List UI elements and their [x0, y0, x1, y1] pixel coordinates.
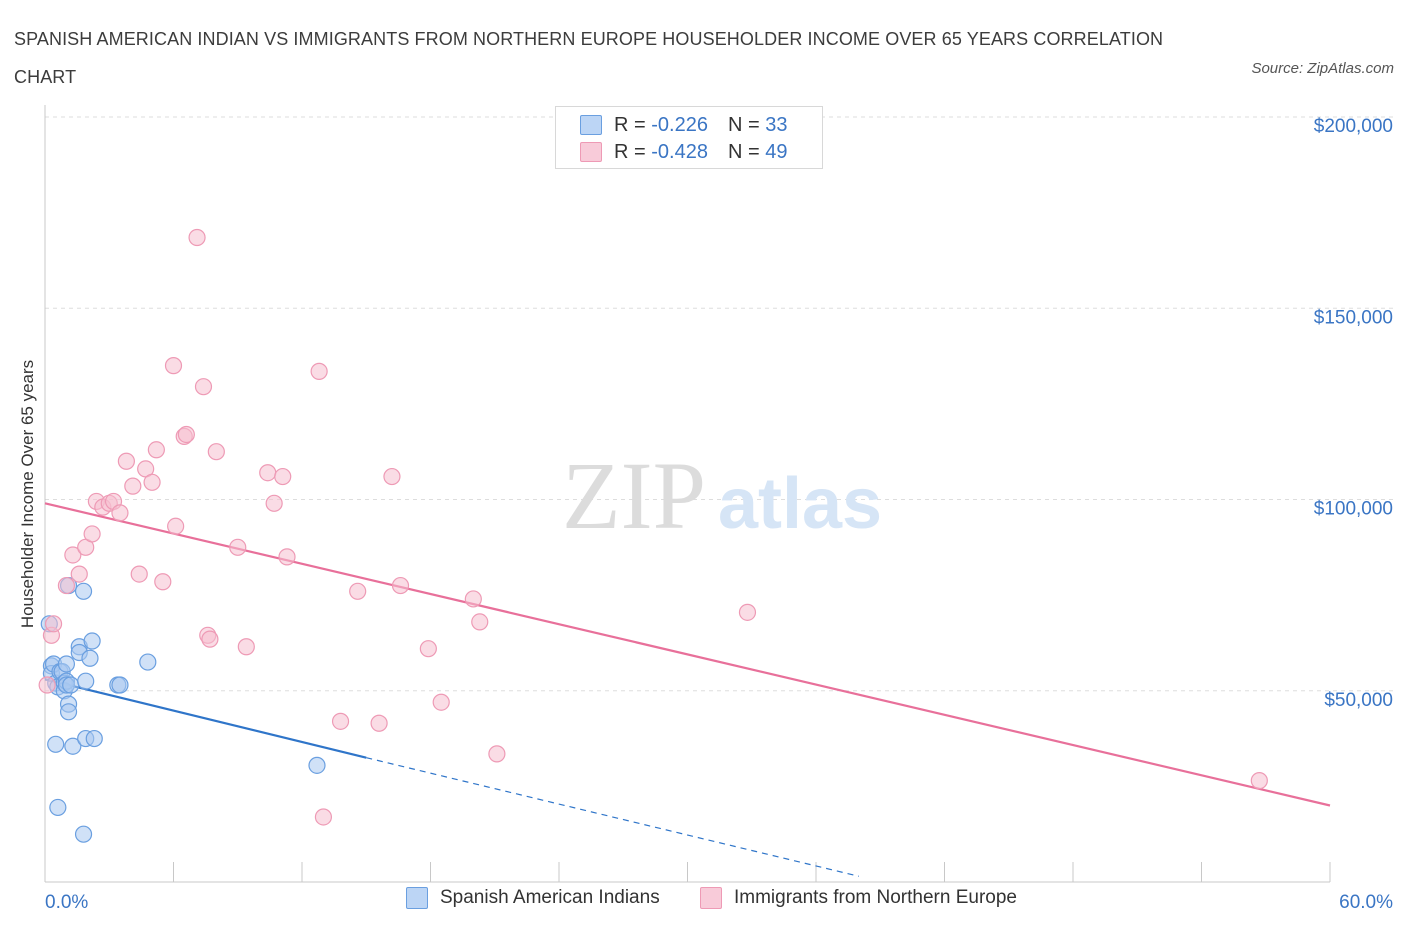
series-legend: Spanish American Indians Immigrants from…: [0, 887, 1406, 917]
stats-row-spanish-american-indians: R = -0.226 N = 33: [580, 113, 787, 137]
blue-data-point: [111, 676, 129, 694]
pink-data-point: [111, 504, 129, 522]
legend-label: Spanish American Indians: [440, 887, 660, 908]
scatter-points: [38, 228, 1268, 843]
stats-row-immigrants-northern-europe: R = -0.428 N = 49: [580, 140, 787, 164]
pink-data-point: [194, 378, 213, 396]
blue-data-point: [74, 825, 93, 843]
pink-data-point: [124, 477, 142, 495]
blue-data-point: [64, 737, 82, 755]
pink-data-point: [70, 565, 88, 583]
pink-data-point: [117, 452, 135, 470]
pink-data-point: [201, 630, 219, 648]
pink-data-point: [188, 228, 206, 247]
pink-data-point: [259, 464, 277, 482]
pink-data-point: [130, 565, 148, 583]
y-axis-title: Householder Income Over 65 years: [18, 359, 37, 629]
pink-data-point: [237, 638, 255, 656]
chart-title: SPANISH AMERICAN INDIAN VS IMMIGRANTS FR…: [14, 29, 1164, 87]
y-tick-label: $200,000: [1314, 116, 1393, 137]
pink-data-point: [57, 576, 76, 595]
blue-data-point: [47, 735, 65, 753]
legend-swatch-blue: [406, 887, 428, 909]
blue-data-point: [74, 582, 93, 600]
blue-data-point: [81, 649, 99, 667]
legend-item-spanish-american-indians[interactable]: Spanish American Indians: [406, 887, 660, 909]
y-tick-label: $100,000: [1314, 499, 1393, 520]
pink-data-point: [274, 467, 292, 486]
blue-data-point: [77, 672, 95, 690]
pink-data-point: [488, 745, 506, 763]
pink-data-point: [164, 357, 183, 375]
pink-data-point: [1250, 772, 1268, 790]
n-value: 33: [765, 113, 788, 136]
pink-data-point: [147, 441, 165, 459]
x-tick-label-min: 0.0%: [45, 892, 88, 913]
pink-data-point: [370, 714, 388, 732]
pink-data-point: [83, 525, 101, 543]
pink-data-point: [143, 473, 161, 491]
legend-item-immigrants-northern-europe[interactable]: Immigrants from Northern Europe: [700, 887, 1017, 909]
legend-swatch-pink: [580, 142, 602, 162]
blue-data-point: [62, 676, 80, 694]
pink-trend-line: [44, 502, 1331, 807]
pink-data-point: [471, 613, 489, 631]
r-value: -0.428: [651, 140, 708, 163]
watermark: ZIP atlas: [562, 442, 882, 549]
tick-labels: $50,000 $100,000 $150,000 $200,000 0.0% 60.0%: [45, 116, 1393, 913]
blue-data-point: [59, 703, 78, 721]
pink-data-point: [432, 693, 450, 711]
pink-data-point: [64, 546, 82, 564]
axes: [44, 105, 1331, 883]
legend-label: Immigrants from Northern Europe: [734, 887, 1017, 908]
r-label: R =: [614, 113, 652, 136]
n-value: 49: [765, 140, 788, 163]
trend-lines: [44, 502, 1331, 877]
x-tick-label-max: 60.0%: [1339, 892, 1393, 913]
watermark-atlas: atlas: [718, 464, 882, 544]
pink-data-point: [38, 676, 56, 694]
blue-trend-line: [44, 678, 367, 759]
pink-data-point: [167, 517, 185, 535]
blue-data-point: [57, 655, 76, 673]
legend-swatch-pink: [700, 887, 722, 909]
r-label: R =: [614, 140, 652, 163]
pink-data-point: [464, 590, 482, 608]
legend-swatch-blue: [580, 115, 602, 135]
pink-data-point: [331, 712, 350, 730]
pink-data-point: [738, 603, 757, 621]
stats-legend: R = -0.226 N = 33 R = -0.428 N = 49: [555, 106, 823, 169]
pink-data-point: [177, 425, 195, 444]
blue-data-point: [139, 653, 157, 671]
pink-data-point: [419, 640, 437, 658]
blue-data-point: [49, 798, 67, 817]
n-label: N =: [727, 140, 766, 163]
pink-data-point: [383, 467, 401, 486]
blue-data-point: [308, 756, 326, 774]
pink-data-point: [207, 443, 225, 461]
pink-data-point: [229, 538, 247, 556]
grid-lines: [45, 116, 1394, 692]
pink-data-point: [314, 808, 333, 826]
blue-data-point: [83, 632, 101, 650]
source-label: Source: ZipAtlas.com: [1251, 60, 1394, 77]
pink-data-point: [391, 576, 410, 595]
pink-data-point: [310, 362, 328, 380]
watermark-zip: ZIP: [562, 442, 706, 549]
blue-trend-line-extension: [366, 757, 859, 877]
y-tick-label: $150,000: [1314, 307, 1393, 328]
pink-data-point: [44, 615, 63, 633]
n-label: N =: [727, 113, 766, 136]
pink-data-point: [154, 573, 172, 591]
pink-data-point: [278, 548, 296, 566]
r-value: -0.226: [651, 113, 708, 136]
pink-data-point: [349, 582, 367, 600]
blue-data-point: [85, 729, 103, 748]
y-tick-label: $50,000: [1324, 690, 1393, 711]
pink-data-point: [265, 494, 283, 512]
